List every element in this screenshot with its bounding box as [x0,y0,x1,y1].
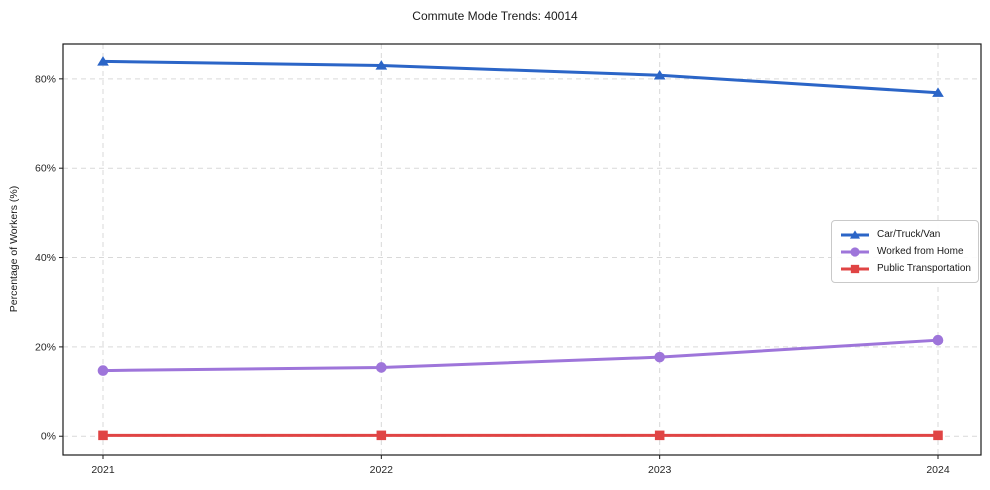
x-tick-label: 2022 [370,464,394,476]
data-point-circle [376,362,387,373]
legend-item-worked-from-home: Worked from Home [840,243,970,260]
series-worked-from-home [97,334,944,376]
series-public-transportation [98,430,943,441]
y-tick-label: 20% [35,341,56,353]
x-tick-label: 2021 [91,464,115,476]
legend-label: Car/Truck/Van [877,229,941,240]
plot-frame [62,43,982,456]
y-tick-label: 60% [35,163,56,175]
data-point-square [98,430,108,441]
legend-item-car-truck-van: Car/Truck/Van [840,226,970,243]
data-point-circle [654,351,665,363]
legend-label: Public Transportation [877,263,971,274]
data-point-square [933,430,943,441]
legend-marker-triangle-icon [841,229,869,239]
data-point-triangle [932,87,944,97]
data-point-triangle [849,229,861,239]
legend-item-public-transportation: Public Transportation [840,260,971,277]
data-point-square [654,430,665,441]
x-tick-label: 2023 [648,464,672,476]
series-car-truck-van [97,56,944,97]
data-point-triangle [653,69,666,80]
legend: Car/Truck/Van Worked from Home Public Tran… [831,220,979,283]
data-point-circle [97,365,109,376]
y-tick-label: 0% [41,431,56,443]
y-tick-label: 80% [35,73,56,85]
y-tick-label: 40% [35,252,56,264]
legend-marker-circle-icon [841,246,869,257]
legend-label: Worked from Home [877,246,964,257]
series-line-car-truck-van [101,59,940,95]
data-point-square [850,264,860,273]
data-point-triangle [375,60,388,70]
data-point-circle [850,246,860,257]
data-point-square [376,430,387,441]
chart-title: Commute Mode Trends: 40014 [412,9,578,23]
data-point-triangle [97,56,109,66]
legend-marker-square-icon [841,264,869,273]
x-tick-label: 2024 [926,464,950,476]
data-point-circle [932,334,944,346]
series-line-worked-from-home [101,338,940,373]
